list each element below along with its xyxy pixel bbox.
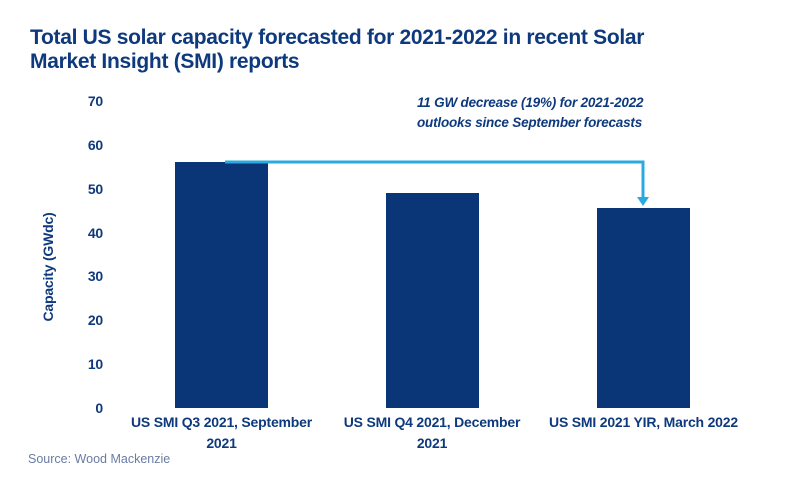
y-tick-label: 40: [87, 224, 103, 241]
decrease-arrowhead-icon: [637, 197, 649, 206]
x-axis-label: US SMI Q4 2021, December 2021: [343, 414, 521, 451]
chart-title-line-2: Market Insight (SMI) reports: [30, 50, 300, 73]
chart-title-line-1: Total US solar capacity forecasted for 2…: [30, 26, 645, 49]
y-tick-label: 70: [87, 93, 103, 109]
decrease-annotation-line-1: 11 GW decrease (19%) for 2021-2022: [417, 95, 644, 110]
chart-title: Total US solar capacity forecasted for 2…: [30, 26, 770, 74]
bar: [175, 161, 268, 408]
bar: [597, 208, 690, 408]
y-tick-label: 10: [87, 356, 103, 373]
y-tick-label: 60: [87, 136, 103, 153]
x-axis-label: US SMI 2021 YIR, March 2022: [549, 414, 738, 430]
decrease-annotation: 11 GW decrease (19%) for 2021-2022 outloo…: [417, 93, 697, 133]
bar: [385, 192, 479, 408]
y-tick-label: 0: [95, 400, 103, 416]
y-tick-label: 30: [87, 268, 103, 285]
x-axis-label: US SMI Q3 2021, September 2021: [131, 414, 312, 451]
y-tick-label: 50: [87, 180, 103, 197]
source-text: Source: Wood Mackenzie: [28, 452, 171, 466]
y-tick-label: 20: [87, 312, 103, 329]
decrease-annotation-line-2: outlooks since September forecasts: [417, 115, 643, 130]
